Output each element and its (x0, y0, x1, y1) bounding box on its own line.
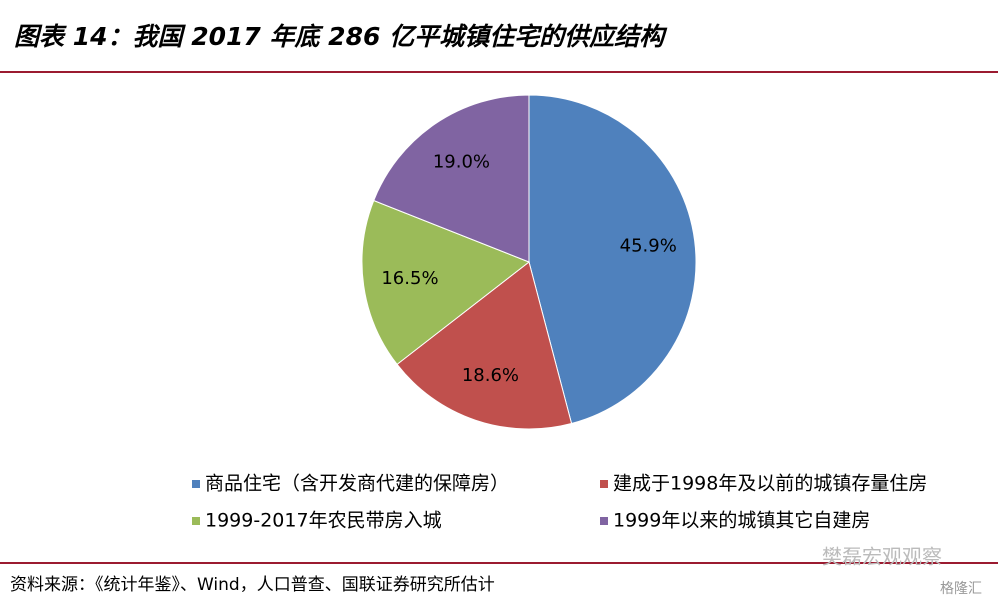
pie: 45.9% 18.6% 16.5% 19.0% (361, 94, 697, 430)
legend-swatch (600, 480, 608, 488)
legend-label: 建成于1998年及以前的城镇存量住房 (613, 473, 927, 495)
data-label: 16.5% (381, 268, 438, 289)
pie-slice (361, 199, 530, 366)
legend-swatch (192, 480, 200, 488)
pie-slice (373, 94, 530, 263)
pie-slice (396, 261, 573, 430)
data-label: 45.9% (620, 236, 677, 257)
legend: 商品住宅（含开发商代建的保障房） 建成于1998年及以前的城镇存量住房 1999-2… (192, 473, 927, 532)
watermark: 樊磊宏观观察 (822, 545, 942, 569)
legend-swatch (192, 517, 200, 525)
data-label: 18.6% (462, 365, 519, 386)
data-label: 19.0% (433, 152, 490, 173)
chart-title: 图表 14：我国 2017 年底 286 亿平城镇住宅的供应结构 (14, 22, 668, 51)
watermark: 格隆汇 (940, 581, 982, 597)
source-note: 资料来源：《统计年鉴》、Wind，人口普查、国联证券研究所估计 (10, 575, 495, 595)
pie-slice (528, 94, 697, 425)
legend-label: 1999-2017年农民带房入城 (205, 510, 442, 532)
legend-swatch (600, 517, 608, 525)
legend-label: 1999年以来的城镇其它自建房 (613, 510, 870, 532)
legend-label: 商品住宅（含开发商代建的保障房） (205, 473, 509, 495)
